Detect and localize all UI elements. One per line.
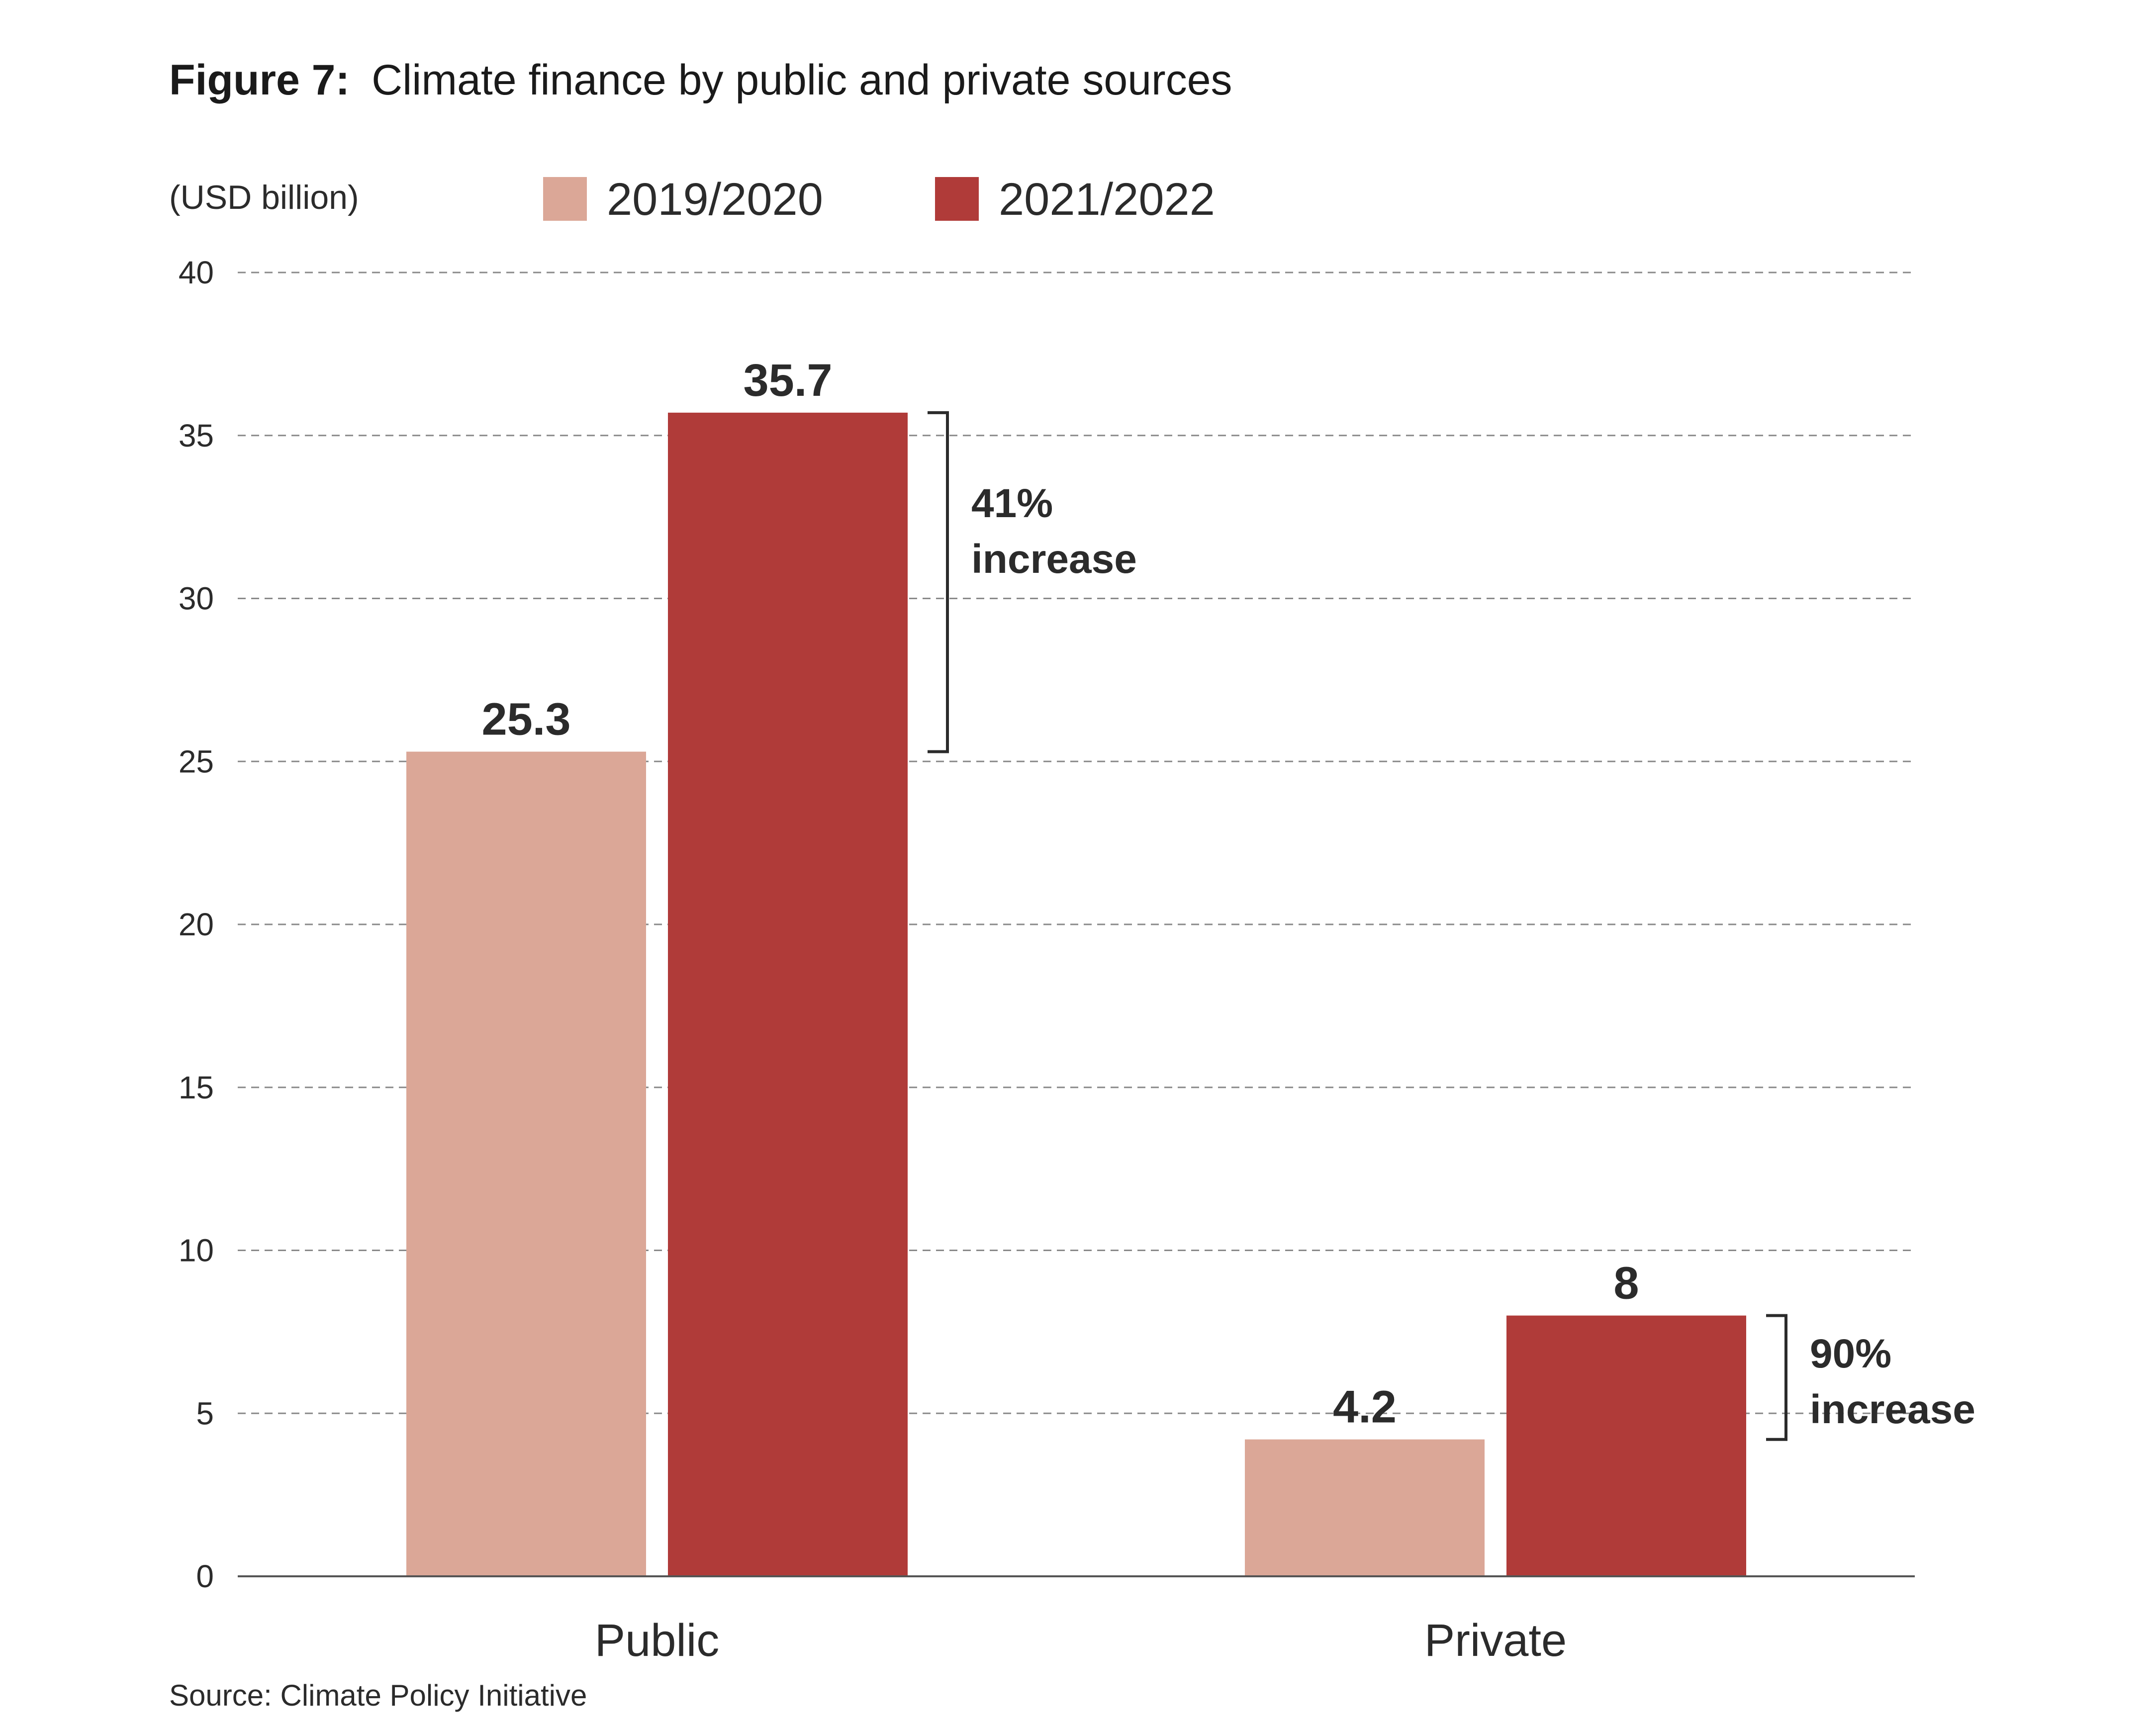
unit-label: (USD billion) (169, 179, 359, 216)
legend-swatch (935, 177, 979, 221)
chart-title-text: Climate finance by public and private so… (372, 56, 1232, 104)
legend-label: 2021/2022 (999, 174, 1215, 225)
increase-annotations: 41% increase 90% increase (928, 411, 1975, 1441)
legend: 2019/2020 2021/2022 (543, 174, 1215, 225)
increase-percent: 90% (1810, 1331, 1891, 1376)
gridlines (238, 272, 1915, 1414)
y-axis-ticks: 0 5 10 15 20 25 30 35 40 (179, 255, 214, 1594)
category-label: Private (1424, 1615, 1567, 1666)
y-tick-label: 10 (179, 1233, 214, 1269)
data-labels: 25.3 35.7 4.2 8 (481, 355, 1639, 1433)
chart-title: Figure 7: Climate finance by public and … (169, 56, 1232, 104)
bar (1245, 1439, 1485, 1576)
y-tick-label: 15 (179, 1070, 214, 1105)
increase-percent: 41% (971, 481, 1053, 526)
y-tick-label: 40 (179, 255, 214, 290)
y-tick-label: 20 (179, 907, 214, 942)
increase-word: increase (1810, 1387, 1975, 1432)
chart-title-prefix: Figure 7: (169, 56, 350, 104)
y-tick-label: 0 (196, 1558, 214, 1594)
x-axis-labels: Public Private (595, 1615, 1567, 1666)
y-tick-label: 30 (179, 581, 214, 617)
data-label: 35.7 (743, 355, 832, 406)
bar (668, 412, 908, 1576)
data-label: 4.2 (1333, 1382, 1397, 1433)
bar (1506, 1315, 1746, 1576)
y-tick-label: 25 (179, 743, 214, 779)
increase-bracket (928, 411, 949, 753)
legend-label: 2019/2020 (607, 174, 823, 225)
y-tick-label: 35 (179, 418, 214, 453)
data-label: 8 (1613, 1258, 1639, 1309)
y-tick-label: 5 (196, 1395, 214, 1431)
bar (406, 751, 646, 1576)
legend-swatch (543, 177, 587, 221)
source-note: Source: Climate Policy Initiative (169, 1679, 587, 1712)
increase-bracket (1766, 1314, 1787, 1441)
increase-word: increase (971, 537, 1137, 582)
data-label: 25.3 (481, 694, 570, 745)
category-label: Public (595, 1615, 720, 1666)
bars (406, 412, 1746, 1576)
